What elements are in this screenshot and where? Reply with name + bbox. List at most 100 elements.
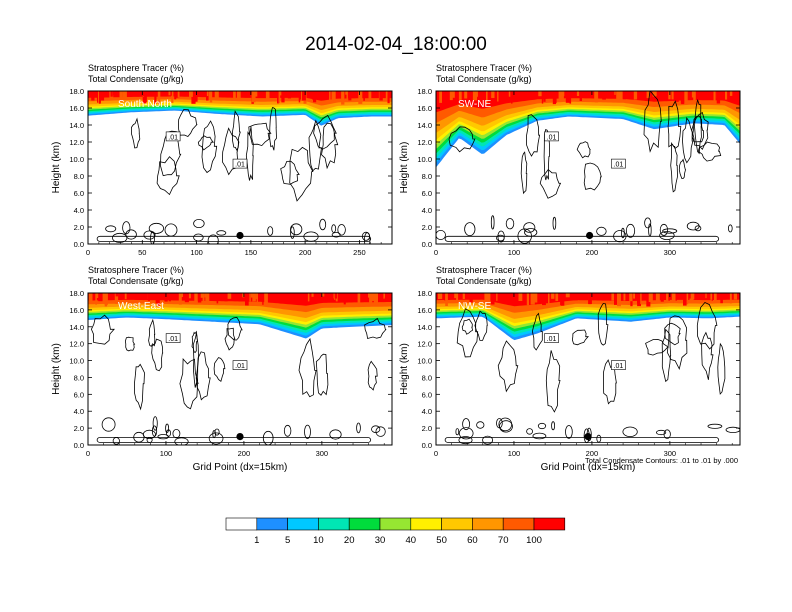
tracer-streak xyxy=(137,293,141,300)
condensate-contour xyxy=(697,141,722,162)
panel-subtitle-condensate: Total Condensate (g/kg) xyxy=(436,276,532,286)
tracer-field xyxy=(88,293,392,339)
colorbar-swatch xyxy=(502,517,535,531)
y-tick-label: 0.0 xyxy=(74,240,84,249)
tracer-streak xyxy=(251,293,253,298)
colorbar-swatch xyxy=(441,517,473,531)
tracer-streak xyxy=(200,293,204,298)
condensate-contour xyxy=(691,115,705,143)
y-tick-label: 8.0 xyxy=(422,172,432,181)
condensate-contour xyxy=(283,424,292,437)
y-tick-label: 10.0 xyxy=(417,357,432,366)
tracer-streak xyxy=(439,91,442,103)
y-axis-label: Height (km) xyxy=(51,142,62,194)
tracer-streak xyxy=(91,91,95,101)
y-tick-label: 14.0 xyxy=(417,121,432,130)
colorbar-label: 100 xyxy=(526,535,542,546)
tracer-streak xyxy=(524,91,527,98)
y-tick-label: 16.0 xyxy=(417,104,432,113)
tracer-streak xyxy=(256,293,258,304)
panel-subtitle-condensate: Total Condensate (g/kg) xyxy=(88,74,184,84)
tracer-streak xyxy=(316,293,321,299)
y-tick-label: 14.0 xyxy=(417,323,432,332)
tracer-streak xyxy=(733,293,737,300)
colorbar-swatch xyxy=(410,517,442,531)
panels: Stratosphere Tracer (%)Total Condensate … xyxy=(51,63,741,473)
condensate-contour xyxy=(213,357,226,382)
tracer-streak xyxy=(486,91,488,104)
y-tick-label: 8.0 xyxy=(422,373,432,382)
colorbar-swatch xyxy=(379,517,412,531)
tracer-streak xyxy=(98,91,100,104)
x-tick-label: 150 xyxy=(245,248,258,257)
condensate-contour xyxy=(717,342,726,395)
colorbar-label: 10 xyxy=(313,535,324,546)
condensate-contour xyxy=(667,100,682,149)
tracer-streak xyxy=(327,293,330,299)
colorbar-label: 30 xyxy=(375,535,386,546)
y-tick-label: 6.0 xyxy=(422,189,432,198)
tracer-streak xyxy=(689,293,694,303)
tracer-streak xyxy=(551,293,554,299)
contour-label: .01 xyxy=(235,363,245,370)
tracer-streak xyxy=(616,91,620,101)
tracer-streak xyxy=(494,91,498,102)
contour-label-box xyxy=(611,158,626,169)
condensate-contour xyxy=(552,216,557,230)
y-tick-label: 8.0 xyxy=(74,373,84,382)
contour-label: .01 xyxy=(168,336,178,343)
tracer-streak xyxy=(449,91,453,101)
tracer-streak xyxy=(179,293,183,297)
tracer-streak xyxy=(496,293,498,301)
tracer-streak xyxy=(573,293,578,301)
condensate-contour xyxy=(148,222,164,234)
tracer-streak xyxy=(646,293,649,300)
tracer-streak xyxy=(236,91,241,100)
condensate-contour xyxy=(165,423,170,434)
tracer-streak xyxy=(348,91,352,101)
tracer-streak xyxy=(667,293,670,301)
colorbar-label: 60 xyxy=(467,535,478,546)
condensate-contour xyxy=(152,416,158,431)
tracer-streak xyxy=(508,91,511,97)
colorbar-label: 70 xyxy=(498,535,509,546)
x-tick-label: 100 xyxy=(508,449,521,458)
tracer-streak xyxy=(633,91,638,100)
y-tick-label: 0.0 xyxy=(74,441,84,450)
tracer-streak xyxy=(208,91,211,100)
location-marker xyxy=(236,231,244,240)
tracer-streak xyxy=(602,91,606,100)
condensate-contour xyxy=(156,156,180,196)
tracer-streak xyxy=(262,293,264,305)
tracer-streak xyxy=(184,293,189,303)
tracer-streak xyxy=(683,91,687,105)
y-tick-label: 2.0 xyxy=(74,424,84,433)
tracer-streak xyxy=(729,293,732,304)
tracer-streak xyxy=(693,91,696,102)
tracer-streak xyxy=(655,293,660,304)
condensate-contour xyxy=(655,429,667,436)
tracer-streak xyxy=(725,91,728,100)
tracer-streak xyxy=(264,293,268,306)
condensate-contour xyxy=(214,428,220,436)
tracer-streak xyxy=(168,293,171,302)
plot-frame xyxy=(435,90,741,245)
x-tick-label: 0 xyxy=(434,449,438,458)
condensate-contours xyxy=(90,314,387,445)
y-tick-label: 4.0 xyxy=(422,407,432,416)
condensate-contour xyxy=(436,230,446,240)
tracer-streak xyxy=(478,293,482,297)
tracer-streak xyxy=(462,293,465,299)
condensate-contour xyxy=(216,230,227,236)
y-tick-label: 0.0 xyxy=(422,240,432,249)
condensate-contour xyxy=(122,221,131,235)
tracer-streak xyxy=(561,293,566,300)
condensate-contour xyxy=(313,114,337,150)
tracer-streak xyxy=(195,91,198,102)
y-tick-label: 12.0 xyxy=(69,138,84,147)
panel-subtitle-condensate: Total Condensate (g/kg) xyxy=(436,74,532,84)
tracer-streak xyxy=(511,91,513,104)
condensate-contour xyxy=(367,360,378,391)
condensate-contour xyxy=(455,428,460,436)
tracer-streak xyxy=(542,293,546,306)
